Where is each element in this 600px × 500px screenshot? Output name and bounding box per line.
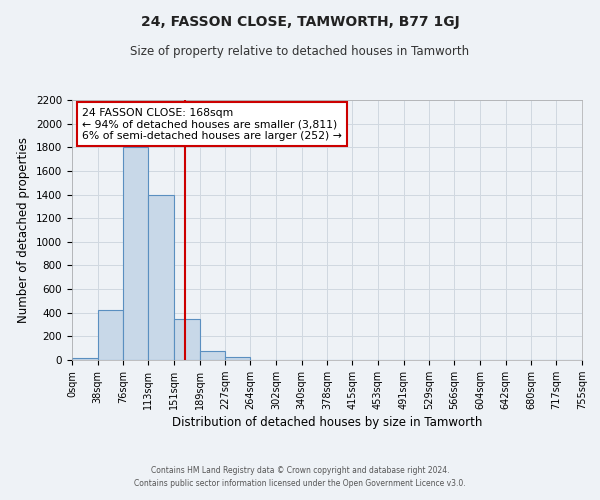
Text: Contains HM Land Registry data © Crown copyright and database right 2024.
Contai: Contains HM Land Registry data © Crown c… <box>134 466 466 487</box>
Text: Size of property relative to detached houses in Tamworth: Size of property relative to detached ho… <box>130 45 470 58</box>
Text: 24 FASSON CLOSE: 168sqm
← 94% of detached houses are smaller (3,811)
6% of semi-: 24 FASSON CLOSE: 168sqm ← 94% of detache… <box>82 108 342 141</box>
Bar <box>174 318 200 360</box>
Bar <box>72 358 98 360</box>
Bar <box>98 310 124 360</box>
Text: 24, FASSON CLOSE, TAMWORTH, B77 1GJ: 24, FASSON CLOSE, TAMWORTH, B77 1GJ <box>140 15 460 29</box>
Bar <box>148 194 174 360</box>
Y-axis label: Number of detached properties: Number of detached properties <box>17 137 31 323</box>
Bar <box>200 350 226 360</box>
Bar <box>226 357 250 360</box>
Bar <box>124 148 148 360</box>
X-axis label: Distribution of detached houses by size in Tamworth: Distribution of detached houses by size … <box>172 416 482 429</box>
